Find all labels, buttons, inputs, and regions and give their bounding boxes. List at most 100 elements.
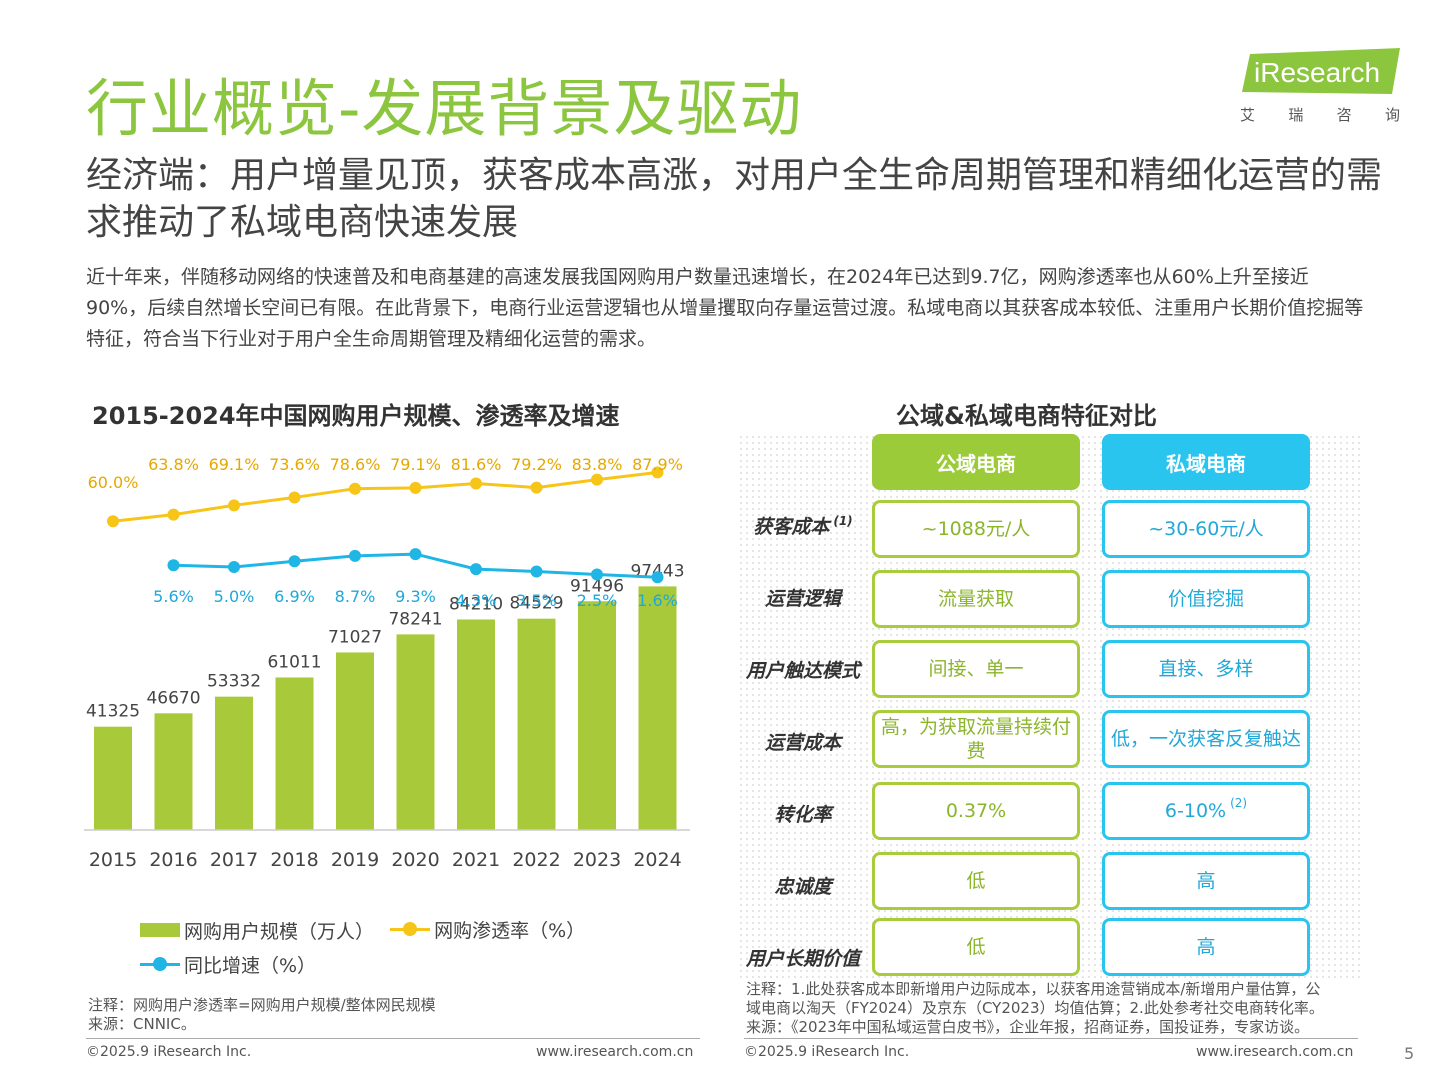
legend-item-growth: 同比增速（%）: [140, 947, 316, 981]
x-tick-2018: 2018: [270, 849, 318, 871]
bar-label-2016: 46670: [146, 688, 200, 708]
footer-divider: [744, 1038, 1358, 1039]
page-title: 行业概览-发展背景及驱动: [86, 72, 803, 145]
growth-point-2017: [228, 561, 240, 573]
page-number: 5: [1404, 1044, 1415, 1063]
x-tick-2019: 2019: [331, 849, 379, 871]
footnote-marker: (2): [1230, 796, 1248, 810]
row-label-conversion-rate: 转化率: [774, 804, 832, 826]
penetration-label-2020: 79.1%: [390, 455, 441, 474]
private-loyalty: 高: [1102, 852, 1310, 910]
legend-line-swatch: [390, 921, 431, 937]
bar-label-2018: 61011: [267, 652, 321, 672]
penetration-label-2021: 81.6%: [451, 455, 502, 474]
penetration-point-2019: [349, 482, 361, 495]
chart-title: 2015-2024年中国网购用户规模、渗透率及增速: [92, 402, 620, 430]
growth-point-2019: [349, 549, 361, 562]
penetration-line-series: 60.0% 63.8% 69.1% 73.6% 78.6% 79.1% 81.6% 79.2%…: [88, 455, 683, 528]
bar-label-2020: 78241: [388, 609, 442, 629]
user-scale-chart: 41325 46670 53332 61011 71027 78241 84210 84529…: [84, 455, 690, 871]
growth-point-2020: [409, 548, 422, 561]
x-tick-2015: 2015: [89, 849, 137, 871]
x-tick-2022: 2022: [512, 849, 560, 871]
row-label-loyalty: 忠诚度: [774, 876, 832, 898]
penetration-point-2017: [228, 499, 240, 512]
private-reach-mode: 直接、多样: [1102, 640, 1310, 698]
legend-item-bars: 网购用户规模（万人）: [140, 913, 374, 947]
legend-label: 网购渗透率（%）: [434, 919, 586, 942]
growth-point-2018: [288, 555, 301, 568]
growth-label-2021: 4.3%: [456, 591, 497, 610]
penetration-label-2015: 60.0%: [88, 473, 139, 492]
row-label-reach-mode: 用户触达模式: [745, 660, 860, 682]
bar-label-2017: 53332: [207, 672, 261, 692]
x-tick-2024: 2024: [633, 849, 681, 871]
penetration-point-2018: [288, 491, 301, 504]
footer-copyright: ©2025.9 iResearch Inc.: [86, 1044, 252, 1060]
private-acquisition-cost: ~30-60元/人: [1102, 500, 1310, 558]
row-label-long-term-value: 用户长期价值: [745, 948, 860, 970]
footer-copyright: ©2025.9 iResearch Inc.: [744, 1044, 910, 1060]
legend-bar-swatch: [140, 923, 180, 937]
column-header-private: 私域电商: [1102, 434, 1310, 490]
bar-label-2021: 84210: [449, 594, 503, 614]
note-line: 注释：1.此处获客成本即新增用户边际成本，以获客用途营销成本/新增用户量估算，公: [746, 980, 1321, 998]
legend-line-swatch: [140, 956, 180, 972]
note-line: 域电商以淘天（FY2024）及京东（CY2023）均值估算；2.此处参考社交电商…: [746, 999, 1324, 1017]
public-operation-cost: 高，为获取流量持续付费: [872, 710, 1080, 768]
footer-website: www.iresearch.com.cn: [536, 1044, 694, 1060]
footer-website: www.iresearch.com.cn: [1196, 1044, 1354, 1060]
growth-label-2019: 8.7%: [335, 587, 376, 606]
note-line: 注释：网购用户渗透率=网购用户规模/整体网民规模: [88, 996, 436, 1014]
bar-2022: [517, 618, 556, 830]
x-tick-2017: 2017: [210, 849, 258, 871]
public-acquisition-cost: ~1088元/人: [872, 500, 1080, 558]
growth-point-2016: [167, 559, 180, 572]
public-long-term-value: 低: [872, 918, 1080, 976]
logo-subtitle: 艾 瑞 咨 询: [1240, 104, 1400, 125]
legend-label: 网购用户规模（万人）: [184, 920, 375, 943]
comparison-title: 公域&私域电商特征对比: [896, 402, 1157, 430]
bar-2023: [578, 601, 616, 830]
chart-legend: 网购用户规模（万人） 网购渗透率（%） 同比增速（%）: [140, 912, 640, 981]
footnote-marker: (1): [833, 514, 853, 528]
comparison-note: 注释：1.此处获客成本即新增用户边际成本，以获客用途营销成本/新增用户量估算，公…: [746, 980, 1366, 1037]
bar-2024: [638, 586, 677, 830]
public-conversion-rate: 0.37%: [872, 782, 1080, 840]
x-tick-2016: 2016: [149, 849, 197, 871]
logo-sub-char: 咨: [1336, 106, 1352, 124]
x-axis-ticks: 2015 2016 2017 2018 2019 2020 2021 2022 2023 2024: [89, 849, 682, 871]
penetration-label-2016: 63.8%: [148, 455, 199, 474]
bar-2015: [94, 726, 132, 830]
growth-label-2018: 6.9%: [274, 587, 315, 606]
penetration-label-2022: 79.2%: [511, 455, 562, 474]
penetration-label-2024: 87.9%: [632, 455, 683, 474]
bar-2017: [215, 696, 253, 830]
growth-label-2017: 5.0%: [214, 587, 255, 606]
penetration-label-2023: 83.8%: [572, 455, 623, 474]
footer-divider: [86, 1038, 700, 1039]
bar-label-2015: 41325: [86, 702, 140, 722]
x-tick-2023: 2023: [573, 849, 621, 871]
penetration-point-2022: [530, 481, 543, 494]
iresearch-logo: iResearch: [1242, 48, 1400, 94]
bar-label-2019: 71027: [328, 627, 382, 647]
penetration-point-2023: [591, 473, 603, 486]
penetration-label-2018: 73.6%: [269, 455, 320, 474]
growth-label-2016: 5.6%: [153, 587, 194, 606]
bar-2021: [457, 619, 495, 830]
public-reach-mode: 间接、单一: [872, 640, 1080, 698]
growth-point-2023: [591, 568, 603, 581]
legend-item-penetration: 网购渗透率（%）: [390, 912, 585, 946]
row-label-operation-logic: 运营逻辑: [764, 588, 841, 610]
public-loyalty: 低: [872, 852, 1080, 910]
logo-sub-char: 询: [1384, 106, 1400, 124]
growth-label-2020: 9.3%: [395, 587, 436, 606]
x-tick-2020: 2020: [391, 849, 439, 871]
penetration-label-2017: 69.1%: [209, 455, 260, 474]
private-operation-logic: 价值挖掘: [1102, 570, 1310, 628]
bar-2019: [336, 652, 374, 830]
bar-2016: [154, 713, 193, 830]
comparison-table: 公域电商 私域电商 获客成本 (1) ~1088元/人 ~30-60元/人 运营逻…: [738, 434, 1360, 982]
penetration-point-2024: [651, 466, 664, 479]
